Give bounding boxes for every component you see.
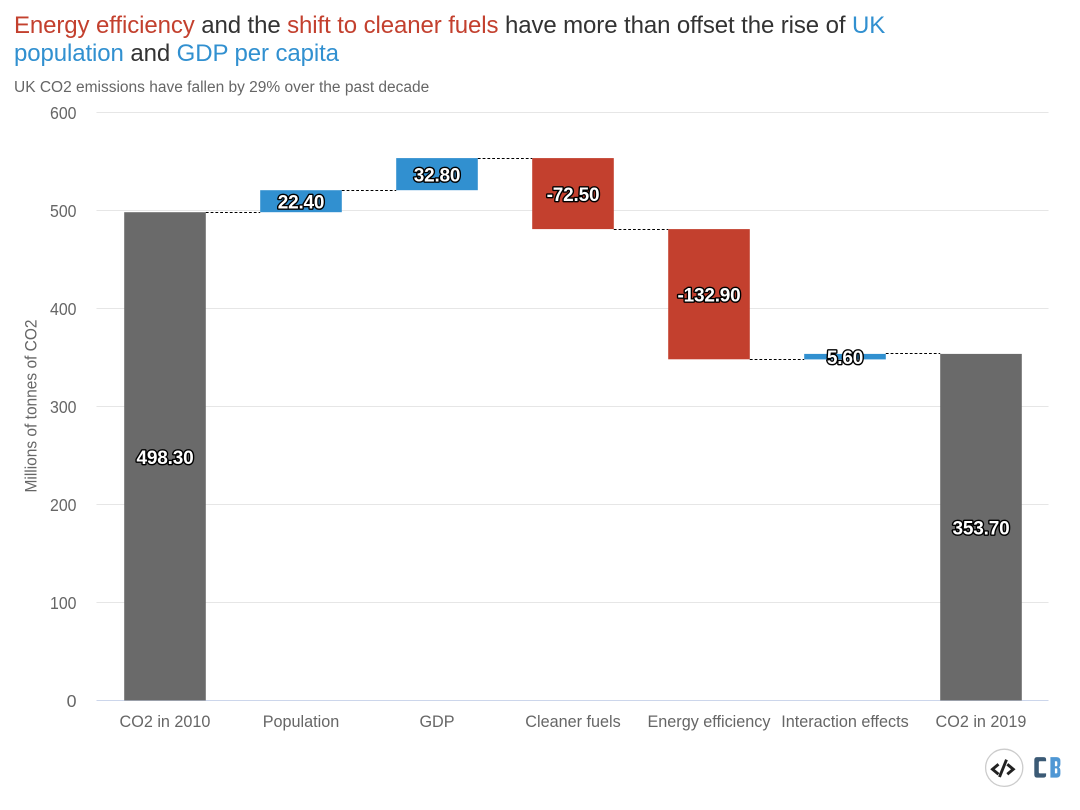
svg-text:0: 0 <box>67 691 77 711</box>
svg-text:Energy efficiency: Energy efficiency <box>648 713 772 731</box>
svg-text:32.80: 32.80 <box>414 166 461 187</box>
svg-text:400: 400 <box>50 299 77 319</box>
svg-text:498.30: 498.30 <box>137 448 194 469</box>
svg-text:-132.90: -132.90 <box>677 286 740 307</box>
svg-text:Cleaner fuels: Cleaner fuels <box>525 713 620 731</box>
svg-text:Population: Population <box>263 713 340 731</box>
svg-text:CO2 in 2019: CO2 in 2019 <box>936 713 1027 731</box>
svg-text:5.60: 5.60 <box>827 348 863 369</box>
svg-text:22.40: 22.40 <box>278 193 325 214</box>
svg-text:500: 500 <box>50 201 77 221</box>
svg-text:Millions of tonnes of CO2: Millions of tonnes of CO2 <box>23 320 41 493</box>
svg-text:353.70: 353.70 <box>953 519 1010 540</box>
svg-text:CO2 in 2010: CO2 in 2010 <box>120 713 211 731</box>
svg-text:300: 300 <box>50 397 77 417</box>
svg-text:Interaction effects: Interaction effects <box>781 713 908 731</box>
svg-text:100: 100 <box>50 593 77 613</box>
svg-text:GDP: GDP <box>419 713 454 731</box>
svg-text:200: 200 <box>50 495 77 515</box>
svg-text:600: 600 <box>50 103 77 123</box>
svg-text:-72.50: -72.50 <box>547 185 600 206</box>
